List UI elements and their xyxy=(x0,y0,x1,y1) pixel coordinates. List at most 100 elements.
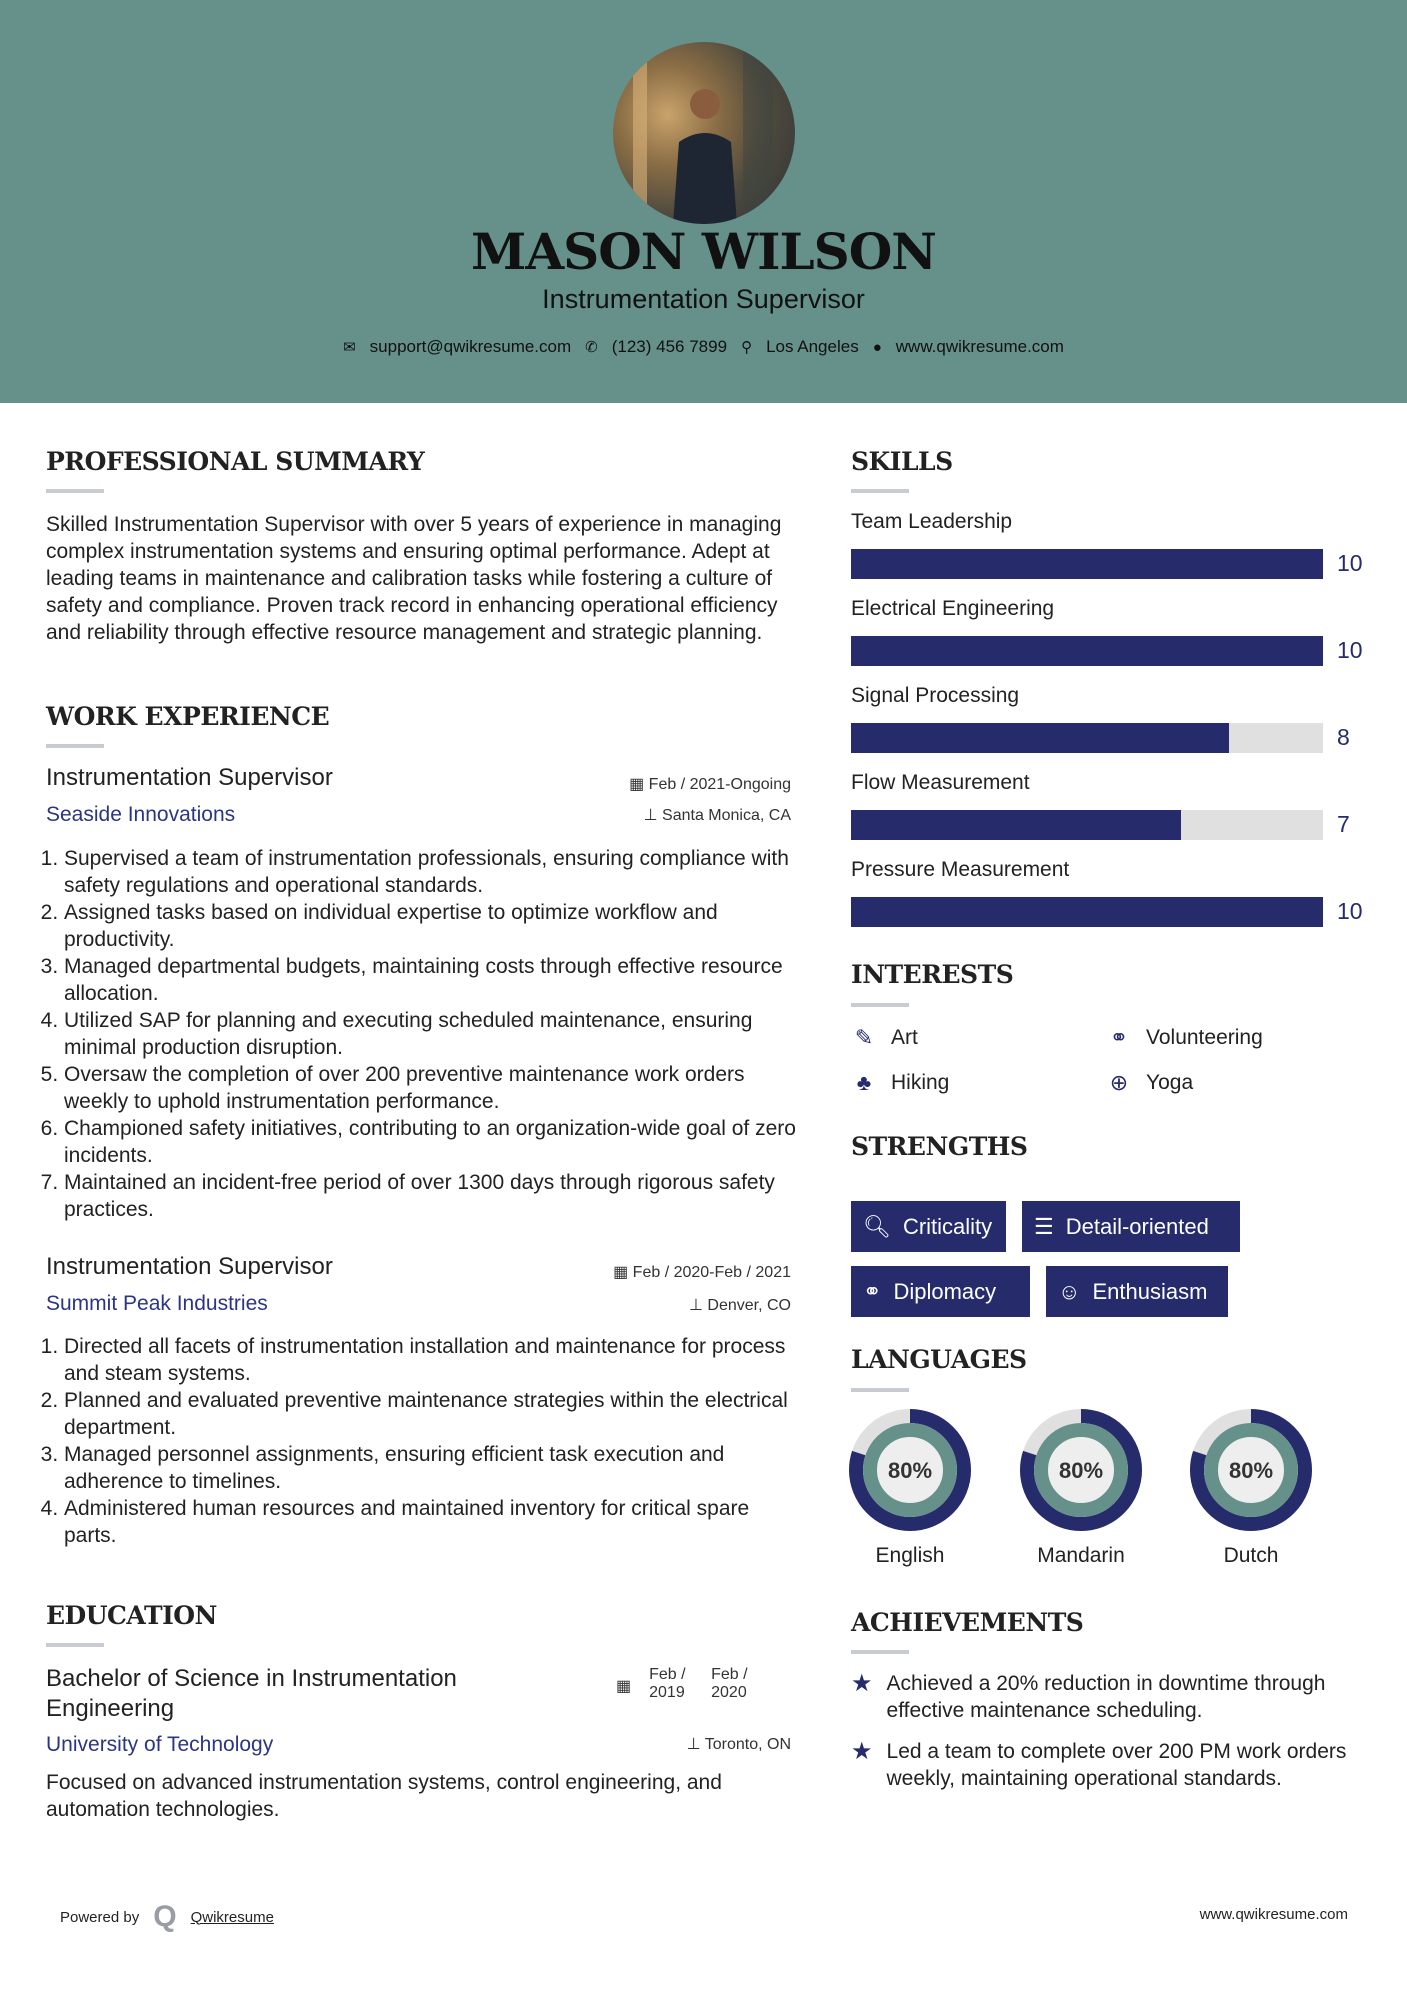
skill-value: 10 xyxy=(1337,550,1363,576)
language-percent: 80% xyxy=(1059,1458,1103,1483)
job-dates: ▦ Feb / 2020-Feb / 2021 xyxy=(520,1262,791,1282)
skill-bar xyxy=(851,897,1323,927)
list-icon: ☰ xyxy=(1034,1213,1054,1239)
education-description: Focused on advanced instrumentation syst… xyxy=(46,1771,722,1821)
strength-tag: ☰ Detail-oriented xyxy=(1022,1201,1240,1252)
summary-heading: PROFESSIONAL SUMMARY xyxy=(46,447,425,476)
job-bullet: Administered human resources and maintai… xyxy=(64,1495,796,1549)
job-bullet: Managed personnel assignments, ensuring … xyxy=(64,1441,796,1495)
job-bullet: Utilized SAP for planning and executing … xyxy=(64,1007,796,1061)
tree-icon: ♣ xyxy=(856,1070,872,1095)
strength-label: Criticality xyxy=(902,1213,993,1239)
job-company: Seaside Innovations xyxy=(46,803,236,826)
globe-icon: ● xyxy=(872,338,882,356)
heading-underline xyxy=(46,489,104,493)
language-donut: 80% xyxy=(849,1409,971,1531)
skill-bar xyxy=(851,636,1323,666)
skill-bar-fill xyxy=(851,723,1229,753)
donut-center xyxy=(1034,1423,1128,1517)
header: MASON WILSON Instrumentation Supervisor … xyxy=(0,0,1407,403)
skill-bar xyxy=(851,810,1323,840)
education-start: Feb / 2019 xyxy=(649,1666,686,1701)
strength-label: Enthusiasm xyxy=(1092,1278,1208,1304)
job-bullet: Oversaw the completion of over 200 preve… xyxy=(64,1061,796,1115)
skill-value: 10 xyxy=(1337,637,1363,663)
candidate-title: Instrumentation Supervisor xyxy=(542,284,865,314)
achievement-text: Led a team to complete over 200 PM work … xyxy=(886,1740,1347,1790)
footer-site[interactable]: www.qwikresume.com xyxy=(1199,1906,1348,1923)
skill-bar-fill xyxy=(851,810,1182,840)
handshake-icon: ⚭ xyxy=(1109,1025,1129,1050)
interests-heading: INTERESTS xyxy=(851,960,1014,989)
calendar-icon: ▦ xyxy=(613,1264,633,1281)
job-location-text: Denver, CO xyxy=(707,1297,791,1314)
strengths-heading: STRENGTHS xyxy=(851,1132,1028,1161)
donut-fill xyxy=(1020,1409,1142,1531)
lifebuoy-icon: ⊕ xyxy=(1109,1070,1129,1095)
profile-photo xyxy=(613,42,795,224)
contact-phone[interactable]: (123) 456 7899 xyxy=(611,337,728,356)
interest-label: Yoga xyxy=(1146,1071,1194,1094)
job-dates-text: Feb / 2021-Ongoing xyxy=(648,776,791,793)
job-title: Instrumentation Supervisor xyxy=(46,1253,333,1280)
language-label: English xyxy=(875,1544,945,1567)
job-bullet: Supervised a team of instrumentation pro… xyxy=(64,845,796,899)
contact-bar: ✉ support@qwikresume.com ✆ (123) 456 789… xyxy=(0,337,1407,357)
achievement-item: ★ Led a team to complete over 200 PM work… xyxy=(851,1738,1361,1792)
strength-tag: ☺ Enthusiasm xyxy=(1046,1266,1228,1317)
interest-art: ✎ Art xyxy=(851,1025,918,1051)
pin-icon: ⊥ xyxy=(689,1297,708,1314)
job-bullet: Championed safety initiatives, contribut… xyxy=(64,1115,796,1169)
interest-yoga: ⊕ Yoga xyxy=(1106,1070,1193,1096)
education-heading: EDUCATION xyxy=(46,1601,217,1630)
education-end: Feb / 2020 xyxy=(711,1666,748,1701)
skill-bar xyxy=(851,549,1323,579)
job-location: ⊥ Santa Monica, CA xyxy=(560,805,791,825)
interest-hiking: ♣ Hiking xyxy=(851,1070,950,1096)
strength-tag: 🔍︎ Criticality xyxy=(851,1201,1006,1252)
skill-value: 7 xyxy=(1337,811,1350,837)
heading-underline xyxy=(851,1003,909,1007)
skill-bar-fill xyxy=(851,549,1323,579)
summary-text: Skilled Instrumentation Supervisor with … xyxy=(46,513,782,644)
heading-underline xyxy=(851,1388,909,1392)
strength-label: Detail-oriented xyxy=(1065,1213,1209,1239)
job-bullet: Assigned tasks based on individual exper… xyxy=(64,899,796,953)
skill-label: Signal Processing xyxy=(851,684,1020,707)
pin-icon: ⊥ xyxy=(686,1736,705,1753)
skill-value: 10 xyxy=(1337,898,1363,924)
job-dates-text: Feb / 2020-Feb / 2021 xyxy=(632,1264,791,1281)
job-location: ⊥ Denver, CO xyxy=(560,1295,791,1315)
skill-bar-fill xyxy=(851,897,1323,927)
job-bullet: Planned and evaluated preventive mainten… xyxy=(64,1387,796,1441)
footer-brand: Powered by Q Qwikresume xyxy=(60,1900,274,1934)
calendar-icon: ▦ xyxy=(616,1678,632,1695)
heading-underline xyxy=(46,744,104,748)
skill-label: Pressure Measurement xyxy=(851,858,1070,881)
job-location-text: Santa Monica, CA xyxy=(662,807,791,824)
skills-heading: SKILLS xyxy=(851,447,953,476)
education-location-text: Toronto, ON xyxy=(704,1736,791,1753)
skill-bar-fill xyxy=(851,636,1323,666)
star-icon: ★ xyxy=(851,1738,873,1765)
calendar-icon: ▦ xyxy=(629,776,649,793)
contact-website[interactable]: www.qwikresume.com xyxy=(895,337,1064,356)
language-percent: 80% xyxy=(888,1458,932,1483)
skill-label: Team Leadership xyxy=(851,510,1013,533)
skill-bar xyxy=(851,723,1323,753)
achievements-heading: ACHIEVEMENTS xyxy=(851,1608,1084,1637)
achievement-item: ★ Achieved a 20% reduction in downtime th… xyxy=(851,1670,1361,1724)
strength-tag: ⚭ Diplomacy xyxy=(851,1266,1030,1317)
qwikresume-logo-icon: Q xyxy=(153,1900,177,1933)
heading-underline xyxy=(851,1650,909,1654)
contact-email[interactable]: support@qwikresume.com xyxy=(369,337,572,356)
donut-fill xyxy=(849,1409,971,1531)
interest-label: Art xyxy=(891,1026,918,1049)
languages-heading: LANGUAGES xyxy=(851,1345,1027,1374)
interest-label: Volunteering xyxy=(1146,1026,1263,1049)
envelope-icon: ✉ xyxy=(343,339,356,356)
brand-link[interactable]: Qwikresume xyxy=(190,1908,274,1926)
education-location: ⊥ Toronto, ON xyxy=(600,1734,791,1754)
achievement-text: Achieved a 20% reduction in downtime thr… xyxy=(886,1672,1326,1722)
language-donut: 80% xyxy=(1190,1409,1312,1531)
